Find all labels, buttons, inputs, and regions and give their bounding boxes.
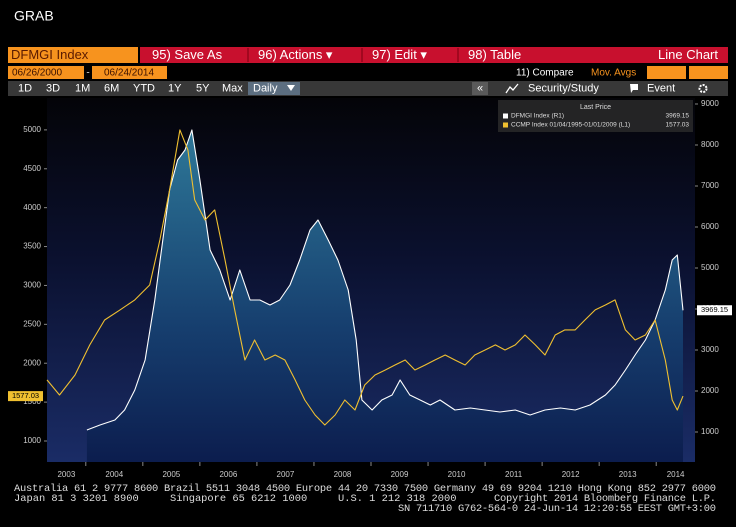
start-date-field[interactable] bbox=[8, 66, 84, 79]
footer-copyright: Copyright 2014 Bloomberg Finance L.P. bbox=[494, 493, 716, 505]
footer-contact: U.S. 1 212 318 2000 bbox=[338, 493, 456, 505]
mov-avgs[interactable]: Mov. Avgs bbox=[591, 68, 636, 79]
x-tick-label: 2011 bbox=[505, 470, 523, 479]
x-tick-label: 2014 bbox=[667, 470, 685, 479]
y2-tick-label: 3000 bbox=[701, 345, 719, 354]
y2-tick-label: 5000 bbox=[701, 263, 719, 272]
mov-avg-field[interactable] bbox=[647, 66, 686, 79]
menu-button[interactable]: 97) Edit ▾ bbox=[372, 47, 427, 62]
start-date[interactable]: 06/26/2000 bbox=[12, 68, 62, 79]
x-tick-label: 2008 bbox=[334, 470, 352, 479]
y-tick-label: 1500 bbox=[23, 397, 41, 406]
end-date-field[interactable] bbox=[92, 66, 167, 79]
y2-tick-label: 8000 bbox=[701, 140, 719, 149]
menu-button[interactable]: 96) Actions ▾ bbox=[258, 47, 333, 62]
study-icon[interactable] bbox=[505, 83, 519, 94]
y-tick-label: 5000 bbox=[23, 125, 41, 134]
frequency[interactable]: Daily bbox=[253, 82, 278, 94]
period-button[interactable]: 6M bbox=[104, 82, 119, 94]
legend-entry: CCMP Index 01/04/1995-01/01/2009 (L1) bbox=[511, 122, 630, 129]
period-button[interactable]: 1D bbox=[18, 82, 32, 94]
footer-contact: Japan 81 3 3201 8900 bbox=[14, 493, 139, 505]
y2-tick-label: 7000 bbox=[701, 181, 719, 190]
x-tick-label: 2006 bbox=[219, 470, 237, 479]
collapse-button[interactable] bbox=[472, 82, 488, 95]
frequency-button[interactable] bbox=[248, 82, 300, 95]
footer-line: Australia 61 2 9777 8600 Brazil 5511 304… bbox=[14, 483, 716, 495]
window-title: GRAB bbox=[14, 8, 54, 24]
x-tick-label: 2003 bbox=[57, 470, 75, 479]
area bbox=[86, 130, 683, 462]
period-button[interactable]: 1Y bbox=[168, 82, 182, 94]
y-tick-label: 2500 bbox=[23, 319, 41, 328]
mov-avg-field[interactable] bbox=[689, 66, 728, 79]
period-button[interactable]: Max bbox=[222, 82, 243, 94]
last-price-tag bbox=[697, 305, 732, 316]
x-tick-label: 2009 bbox=[391, 470, 409, 479]
legend-value: 3969.15 bbox=[666, 113, 690, 120]
y-tick-label: 4500 bbox=[23, 164, 41, 173]
period-button[interactable]: YTD bbox=[133, 82, 155, 94]
security-study[interactable]: Security/Study bbox=[528, 82, 599, 94]
end-date[interactable]: 06/24/2014 bbox=[104, 68, 154, 79]
x-tick-label: 2005 bbox=[162, 470, 180, 479]
y-tick-label: 3000 bbox=[23, 281, 41, 290]
compare[interactable]: 11) Compare bbox=[516, 68, 574, 79]
event-icon[interactable] bbox=[630, 84, 638, 93]
last-price-label: 3969.15 bbox=[701, 305, 728, 314]
line bbox=[86, 129, 684, 431]
menu-button[interactable]: 98) Table bbox=[468, 47, 521, 62]
dropdown-arrow[interactable] bbox=[287, 85, 295, 91]
line bbox=[46, 129, 684, 426]
y-tick-label: 1000 bbox=[23, 436, 41, 445]
period-button[interactable]: 5Y bbox=[196, 82, 210, 94]
y-tick-label: 2000 bbox=[23, 358, 41, 367]
x-tick-label: 2013 bbox=[619, 470, 637, 479]
collapse[interactable]: « bbox=[477, 82, 483, 94]
security[interactable]: DFMGI Index bbox=[11, 47, 89, 62]
last-price-tag bbox=[8, 391, 43, 402]
chart-type[interactable]: Line Chart bbox=[658, 47, 718, 62]
x-tick-label: 2010 bbox=[448, 470, 466, 479]
menu-bar bbox=[140, 47, 728, 63]
settings-icon[interactable] bbox=[698, 84, 708, 93]
date-separator: - bbox=[86, 68, 89, 79]
y-tick-label: 4000 bbox=[23, 203, 41, 212]
x-tick-label: 2007 bbox=[277, 470, 295, 479]
y2-tick-label: 1000 bbox=[701, 427, 719, 436]
legend-title: Last Price bbox=[580, 104, 611, 111]
legend-entry: DFMGI Index (R1) bbox=[511, 113, 564, 120]
y2-tick-label: 6000 bbox=[701, 222, 719, 231]
y2-tick-label: 9000 bbox=[701, 99, 719, 108]
period-button[interactable]: 3D bbox=[46, 82, 60, 94]
x-tick-label: 2004 bbox=[105, 470, 123, 479]
menu-button[interactable]: 95) Save As bbox=[152, 47, 223, 62]
y-tick-label: 3500 bbox=[23, 242, 41, 251]
y2-tick-label: 2000 bbox=[701, 386, 719, 395]
footer-contact: Singapore 65 6212 1000 bbox=[170, 493, 307, 505]
legend-value: 1577.03 bbox=[666, 122, 690, 129]
legend-swatch bbox=[503, 122, 508, 128]
legend-box bbox=[498, 100, 693, 132]
legend-swatch bbox=[503, 113, 508, 119]
footer-session: SN 711710 G762-564-0 24-Jun-14 12:20:55 … bbox=[398, 503, 716, 515]
security-field[interactable] bbox=[8, 47, 138, 63]
period-bar bbox=[8, 81, 728, 96]
last-price-label: 1577.03 bbox=[12, 391, 39, 400]
event[interactable]: Event bbox=[647, 82, 675, 94]
x-tick-label: 2012 bbox=[562, 470, 580, 479]
period-button[interactable]: 1M bbox=[75, 82, 90, 94]
